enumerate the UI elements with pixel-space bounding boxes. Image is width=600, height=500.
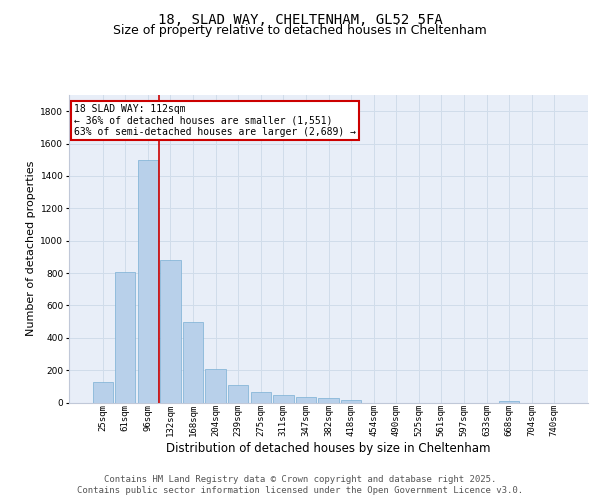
Bar bbox=[251, 392, 271, 402]
Bar bbox=[205, 368, 226, 402]
Bar bbox=[228, 384, 248, 402]
Bar bbox=[499, 401, 519, 402]
Text: Size of property relative to detached houses in Cheltenham: Size of property relative to detached ho… bbox=[113, 24, 487, 37]
Bar bbox=[92, 382, 113, 402]
Bar bbox=[341, 400, 361, 402]
Bar bbox=[160, 260, 181, 402]
Text: 18, SLAD WAY, CHELTENHAM, GL52 5FA: 18, SLAD WAY, CHELTENHAM, GL52 5FA bbox=[158, 12, 442, 26]
Y-axis label: Number of detached properties: Number of detached properties bbox=[26, 161, 36, 336]
Bar bbox=[319, 398, 338, 402]
Text: 18 SLAD WAY: 112sqm
← 36% of detached houses are smaller (1,551)
63% of semi-det: 18 SLAD WAY: 112sqm ← 36% of detached ho… bbox=[74, 104, 356, 138]
Text: Contains public sector information licensed under the Open Government Licence v3: Contains public sector information licen… bbox=[77, 486, 523, 495]
Bar bbox=[296, 398, 316, 402]
Bar bbox=[115, 272, 136, 402]
Bar bbox=[138, 160, 158, 402]
Bar bbox=[273, 395, 293, 402]
Bar bbox=[183, 322, 203, 402]
X-axis label: Distribution of detached houses by size in Cheltenham: Distribution of detached houses by size … bbox=[166, 442, 491, 454]
Text: Contains HM Land Registry data © Crown copyright and database right 2025.: Contains HM Land Registry data © Crown c… bbox=[104, 475, 496, 484]
